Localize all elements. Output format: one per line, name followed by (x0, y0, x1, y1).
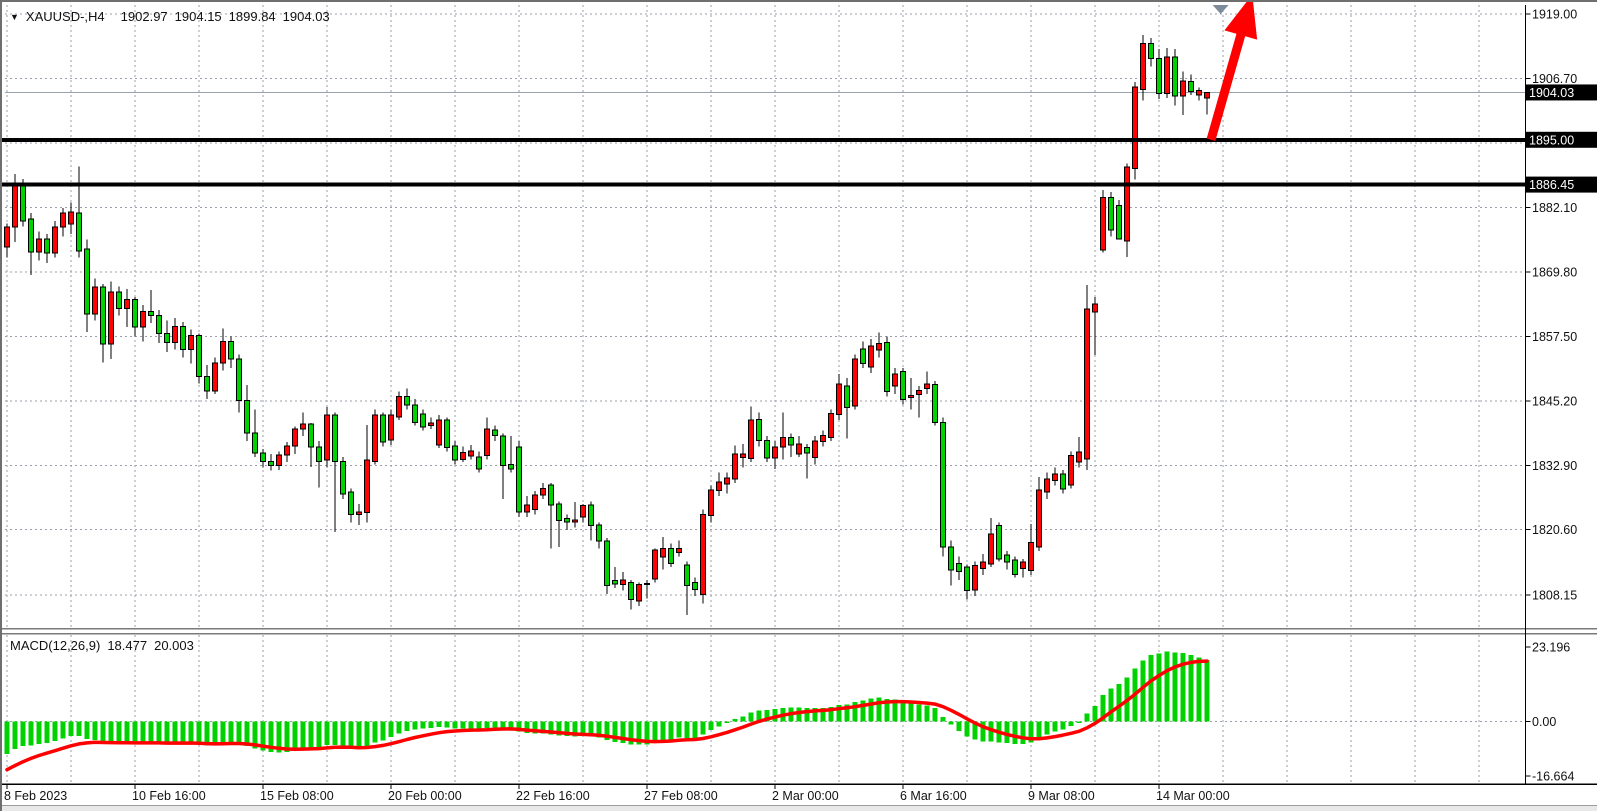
price-axis[interactable]: 1919.00 1906.70 1882.10 1869.80 1857.50 1845.… (1525, 5, 1597, 784)
panel-separator[interactable] (2, 627, 1597, 635)
macd-axis-label: -16.664 (1532, 769, 1574, 783)
price-tag-text: 1886.45 (1529, 178, 1574, 192)
quote-high: 1904.15 (174, 9, 222, 24)
macd-signal-value: 20.003 (154, 638, 194, 653)
macd-histogram (4, 651, 1210, 754)
time-axis-label: 27 Feb 08:00 (644, 789, 718, 803)
chart-shift-triangle-icon[interactable] (1212, 5, 1229, 14)
price-axis-label: 1919.00 (1532, 8, 1577, 22)
symbol-dropdown-icon[interactable]: ▼ (10, 12, 19, 22)
macd-params: (12,26,9) (48, 638, 101, 653)
price-tag-level (1526, 131, 1597, 148)
support-resistance-lines[interactable] (2, 137, 1525, 187)
price-tag-level (1526, 176, 1597, 193)
macd-indicator-name: MACD (10, 638, 49, 653)
time-axis-label: 8 Feb 2023 (4, 789, 67, 803)
time-axis-label: 14 Mar 00:00 (1156, 789, 1230, 803)
macd-axis-label: 0.00 (1532, 715, 1556, 729)
price-axis-label: 1857.50 (1532, 330, 1577, 344)
time-axis-label: 10 Feb 16:00 (132, 789, 206, 803)
quote-close: 1904.03 (282, 9, 330, 24)
quote-open: 1902.97 (120, 9, 168, 24)
time-axis-label: 2 Mar 00:00 (772, 789, 839, 803)
quote-bar: ▼ XAUUSD-,H4 1902.97 1904.15 1899.84 1904.03 (10, 9, 330, 24)
window-bottom-strip (2, 805, 1597, 811)
time-axis-label: 22 Feb 16:00 (516, 789, 590, 803)
grid-lines (5, 5, 1525, 782)
price-tag-text: 1895.00 (1529, 133, 1574, 147)
price-axis-label: 1882.10 (1532, 201, 1577, 215)
price-tag-text: 1904.03 (1529, 86, 1574, 100)
price-axis-label: 1869.80 (1532, 265, 1577, 279)
time-axis-label: 6 Mar 16:00 (900, 789, 967, 803)
price-axis-label: 1906.70 (1532, 72, 1577, 86)
macd-axis-label: 23.196 (1532, 641, 1570, 655)
trend-arrow[interactable] (1206, 2, 1258, 142)
price-tag-current-price (1526, 84, 1597, 101)
price-axis-label: 1820.60 (1532, 523, 1577, 537)
macd-label: MACD(12,26,9) 18.477 20.003 (10, 638, 194, 653)
time-axis-label: 20 Feb 00:00 (388, 789, 462, 803)
price-axis-label: 1832.90 (1532, 459, 1577, 473)
candles-layer (4, 34, 1210, 616)
macd-value: 18.477 (107, 638, 148, 653)
quote-low: 1899.84 (228, 9, 276, 24)
time-axis-label: 9 Mar 08:00 (1028, 789, 1095, 803)
macd-signal-line (5, 659, 1209, 772)
time-axis[interactable]: 8 Feb 2023 10 Feb 16:00 15 Feb 08:00 20 Feb… (2, 783, 1597, 803)
price-axis-label: 1845.20 (1532, 394, 1577, 408)
symbol-period-label: XAUUSD-,H4 (25, 9, 105, 24)
price-axis-label: 1808.15 (1532, 588, 1577, 602)
time-axis-label: 15 Feb 08:00 (260, 789, 334, 803)
